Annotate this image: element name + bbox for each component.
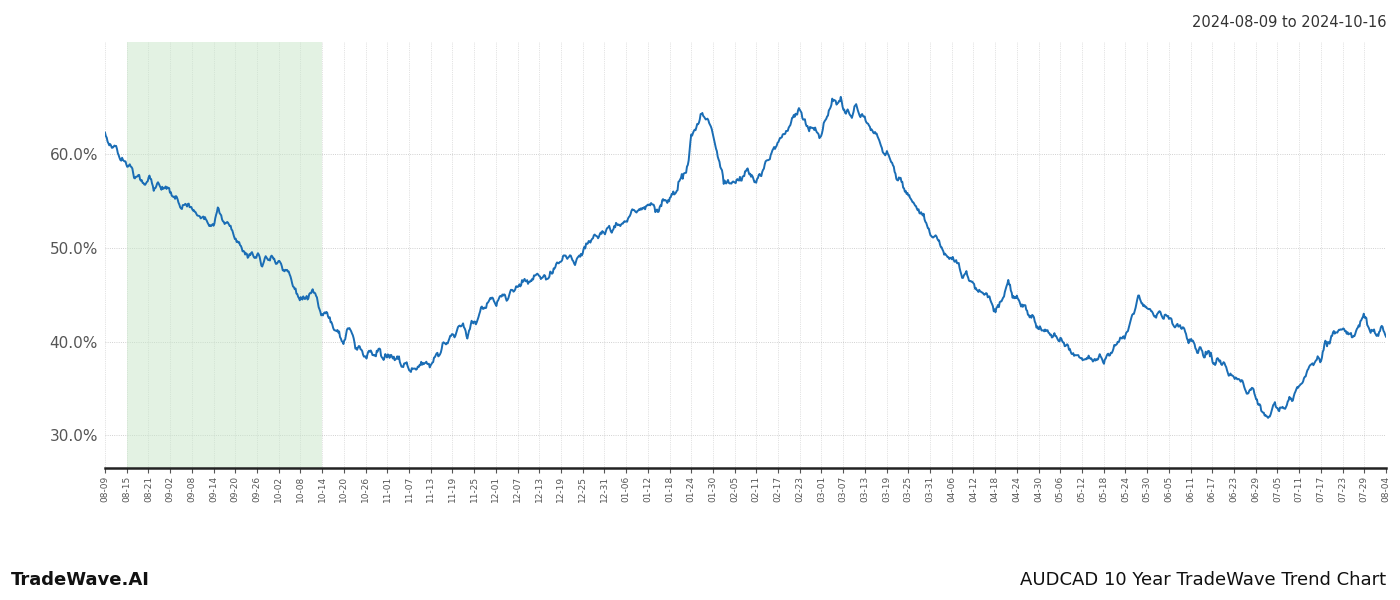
Bar: [127, 42, 322, 468]
Text: 2024-08-09 to 2024-10-16: 2024-08-09 to 2024-10-16: [1191, 15, 1386, 30]
Text: AUDCAD 10 Year TradeWave Trend Chart: AUDCAD 10 Year TradeWave Trend Chart: [1019, 571, 1386, 589]
Text: TradeWave.AI: TradeWave.AI: [11, 571, 150, 589]
